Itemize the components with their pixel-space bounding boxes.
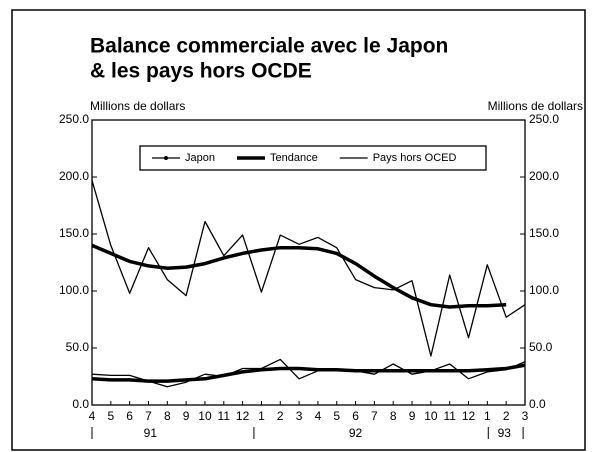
x-tick-label: 3 (296, 409, 303, 423)
frame (11, 9, 586, 451)
x-tick-label: 9 (409, 409, 416, 423)
series-line (91, 180, 526, 357)
y2-tick-label: 150.0 (529, 226, 559, 240)
x-tick-label: 5 (333, 409, 340, 423)
y-tick-label: 0.0 (72, 397, 89, 411)
legend-label: Pays hors OCED (373, 152, 457, 164)
x-tick-label: 12 (236, 409, 250, 423)
x-tick-label: 6 (352, 409, 359, 423)
y-tick-label: 150.0 (59, 226, 89, 240)
series-line (91, 358, 526, 388)
legend-label: Tendance (270, 152, 318, 164)
series-line (91, 363, 526, 383)
plot-area (91, 119, 526, 406)
x-tick-label: 3 (522, 409, 529, 423)
x-tick-label: 6 (126, 409, 133, 423)
x-tick-label: 10 (198, 409, 212, 423)
y2-axis-label: Millions de dollars (488, 99, 583, 113)
y-tick-label: 200.0 (59, 169, 89, 183)
y2-tick-label: 0.0 (529, 397, 546, 411)
x-tick-label: 1 (258, 409, 265, 423)
x-tick-label: 1 (484, 409, 491, 423)
y2-tick-label: 250.0 (529, 112, 559, 126)
y-tick-label: 100.0 (59, 283, 89, 297)
year-label: 92 (349, 426, 363, 440)
y-axis-label: Millions de dollars (90, 99, 185, 113)
x-tick-label: 7 (371, 409, 378, 423)
legend-marker (164, 156, 168, 160)
y2-tick-label: 100.0 (529, 283, 559, 297)
year-label: 91 (144, 426, 158, 440)
legend-label: Japon (185, 152, 215, 164)
legend (139, 145, 487, 171)
x-tick-label: 8 (164, 409, 171, 423)
x-tick-label: 11 (218, 409, 231, 423)
x-tick-label: 4 (315, 409, 322, 423)
x-tick-label: 8 (390, 409, 397, 423)
x-tick-label: 7 (145, 409, 152, 423)
series-line (91, 243, 507, 309)
y-tick-label: 250.0 (59, 112, 89, 126)
chart-title: Balance commerciale avec le Japon (90, 35, 448, 58)
y2-tick-label: 200.0 (529, 169, 559, 183)
y-tick-label: 50.0 (66, 340, 90, 354)
x-tick-label: 4 (89, 409, 96, 423)
x-tick-label: 5 (107, 409, 114, 423)
x-tick-label: 10 (424, 409, 438, 423)
chart-title: & les pays hors OCDE (90, 60, 312, 83)
year-label: 93 (498, 426, 512, 440)
y2-tick-label: 50.0 (529, 340, 553, 354)
x-tick-label: 2 (503, 409, 510, 423)
x-tick-label: 12 (462, 409, 476, 423)
x-tick-label: 2 (277, 409, 284, 423)
x-tick-label: 9 (183, 409, 190, 423)
x-tick-label: 11 (443, 409, 456, 423)
